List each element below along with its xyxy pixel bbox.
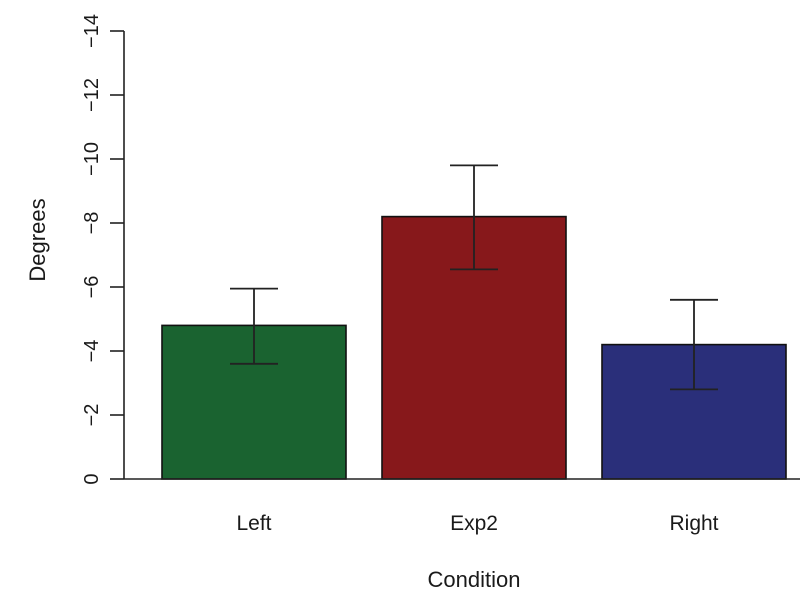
- error-bars: [230, 164, 718, 391]
- y-tick-label: −10: [81, 142, 103, 176]
- y-tick-label: 0: [81, 473, 103, 484]
- y-tick-label: −14: [81, 14, 103, 48]
- y-tick-label: −6: [81, 276, 103, 299]
- x-tick-label-left: Left: [236, 512, 271, 535]
- error-bar-exp2: [450, 164, 498, 271]
- error-bar-left: [230, 287, 278, 365]
- y-tick-label: −12: [81, 78, 103, 112]
- y-tick-label: −2: [81, 404, 103, 427]
- x-axis-title: Condition: [428, 567, 521, 591]
- x-tick-label-right: Right: [669, 512, 718, 535]
- y-axis: 0 −2 −4 −6 −8 −10 −12 −14: [81, 14, 125, 485]
- x-axis: Left Exp2 Right: [124, 478, 800, 535]
- x-tick-label-exp2: Exp2: [450, 512, 498, 535]
- y-tick-label: −8: [81, 212, 103, 235]
- y-tick-label: −4: [81, 340, 103, 363]
- error-bar-right: [670, 298, 718, 391]
- y-axis-title: Degrees: [25, 198, 50, 281]
